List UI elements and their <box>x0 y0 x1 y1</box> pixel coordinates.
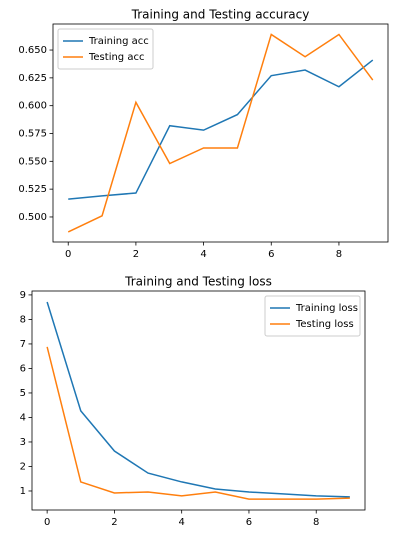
line-series <box>46 346 350 500</box>
y-tick-label: 0.625 <box>18 73 47 84</box>
x-tick-label: 8 <box>336 249 342 260</box>
chart-title: Training and Testing loss <box>124 275 272 289</box>
x-tick-label: 6 <box>246 517 252 528</box>
legend-label: Testing loss <box>295 319 354 330</box>
line-series <box>46 301 350 498</box>
x-tick-label: 2 <box>133 249 139 260</box>
y-tick-label: 6 <box>20 363 26 374</box>
y-tick-label: 3 <box>20 437 26 448</box>
x-tick-label: 0 <box>65 249 71 260</box>
plot-frame <box>52 23 389 243</box>
y-tick-label: 0.600 <box>18 101 47 112</box>
y-tick-label: 4 <box>20 412 26 423</box>
y-tick-label: 0.650 <box>18 45 47 56</box>
x-tick-label: 6 <box>268 249 274 260</box>
x-tick-label: 4 <box>178 517 184 528</box>
legend-label: Training acc <box>88 36 149 47</box>
legend-label: Training loss <box>295 303 358 314</box>
legend-box <box>264 295 361 337</box>
y-tick-label: 0.575 <box>18 129 47 140</box>
y-tick-label: 2 <box>20 461 26 472</box>
x-tick-label: 4 <box>200 249 206 260</box>
y-tick-label: 0.525 <box>18 184 47 195</box>
legend-box <box>57 28 154 70</box>
line-series <box>67 33 374 233</box>
y-tick-label: 7 <box>20 339 26 350</box>
line-series <box>68 59 374 200</box>
y-tick-label: 0.550 <box>18 156 47 167</box>
y-tick-label: 1 <box>20 486 26 497</box>
x-tick-label: 8 <box>313 517 319 528</box>
y-tick-label: 0.500 <box>18 212 47 223</box>
y-tick-label: 9 <box>20 290 26 301</box>
plot-frame <box>31 290 366 511</box>
legend-label: Testing acc <box>88 52 144 63</box>
x-tick-label: 2 <box>111 517 117 528</box>
x-tick-label: 0 <box>44 517 50 528</box>
y-tick-label: 5 <box>20 388 26 399</box>
y-tick-label: 8 <box>20 314 26 325</box>
chart-title: Training and Testing accuracy <box>131 8 310 22</box>
